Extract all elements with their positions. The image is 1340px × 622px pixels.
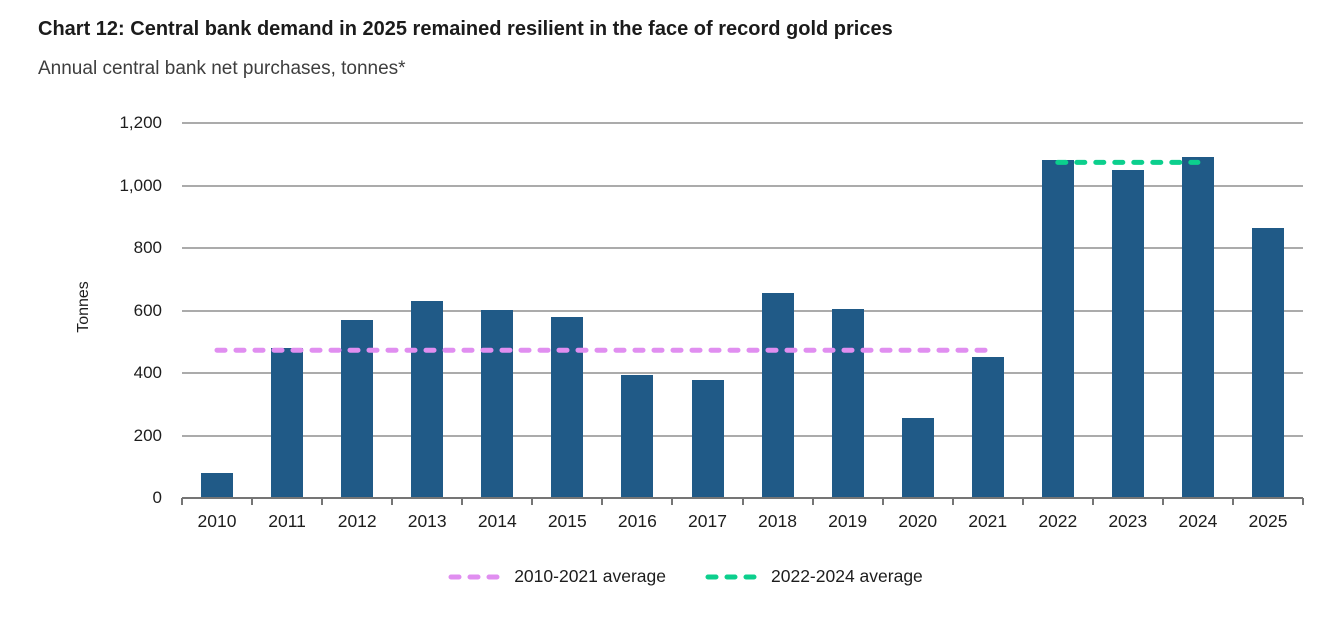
y-tick-label-1200: 1,200 [119, 113, 162, 132]
bar-2010 [201, 473, 233, 498]
plot-area [181, 122, 1304, 505]
x-tick-label-2015: 2015 [547, 511, 587, 531]
x-tick-label-2014: 2014 [477, 511, 517, 531]
x-axis-tick [1302, 498, 1304, 505]
legend: 2010-2021 average 2022-2024 average [15, 566, 1340, 587]
gridline-400 [182, 372, 1303, 374]
x-axis-tick [391, 498, 394, 505]
chart-title: Chart 12: Central bank demand in 2025 re… [38, 18, 893, 40]
y-tick-label-200: 200 [133, 425, 162, 445]
gridline-600 [182, 309, 1303, 312]
x-axis-tick [811, 498, 814, 505]
bar-2024 [1181, 157, 1214, 498]
chart-subtitle: Annual central bank net purchases, tonne… [38, 58, 406, 79]
x-axis-tick [671, 498, 674, 505]
x-axis-tick [881, 498, 884, 505]
x-axis-tick [461, 498, 464, 505]
x-tick-label-2013: 2013 [407, 511, 447, 531]
x-axis-tick [321, 498, 324, 505]
x-axis-tick [1231, 498, 1234, 505]
reference-lines [214, 159, 1201, 353]
gridline-800 [182, 247, 1303, 249]
x-axis-tick [531, 498, 534, 505]
dashed-line-swatch-purple-icon [448, 574, 505, 579]
x-axis-tick [951, 498, 954, 505]
x-axis-tick [251, 498, 254, 505]
gridline-1000 [182, 184, 1303, 187]
bar-2014 [481, 310, 514, 498]
y-tick-label-0: 0 [152, 488, 162, 507]
gridline-1200 [182, 122, 1303, 124]
bar-2019 [831, 308, 864, 498]
x-tick-label-2018: 2018 [758, 511, 797, 531]
bar-2023 [1111, 169, 1144, 498]
x-tick-label-2024: 2024 [1178, 511, 1218, 531]
x-tick-label-2011: 2011 [268, 511, 306, 531]
x-tick-label-2022: 2022 [1038, 511, 1078, 531]
gridline-200 [182, 434, 1303, 437]
legend-label: 2022-2024 average [771, 566, 923, 586]
bar-2025 [1252, 227, 1284, 498]
x-axis-tick [181, 498, 183, 505]
x-axis-tick [741, 498, 744, 505]
dashed-line-swatch-green-icon [705, 574, 762, 579]
y-tick-label-600: 600 [133, 300, 162, 320]
bar-2021 [971, 357, 1004, 498]
bar-2013 [411, 301, 444, 498]
x-tick-label-2023: 2023 [1108, 511, 1148, 531]
x-tick-label-2017: 2017 [688, 511, 727, 531]
x-tick-label-2019: 2019 [828, 511, 868, 531]
x-tick-label-2020: 2020 [898, 511, 938, 531]
x-axis-tick [1021, 498, 1024, 505]
y-tick-label-800: 800 [133, 238, 162, 257]
bar-2020 [901, 418, 934, 498]
bar-2022 [1041, 159, 1074, 498]
x-tick-label-2025: 2025 [1248, 511, 1288, 531]
x-tick-label-2016: 2016 [617, 511, 657, 531]
legend-item-2010-2021-average: 2010-2021 average [447, 566, 666, 587]
x-axis-tick [601, 498, 604, 505]
bar-2017 [691, 379, 724, 498]
bar-2018 [761, 293, 794, 498]
legend-label: 2010-2021 average [514, 566, 666, 586]
bar-2016 [621, 374, 654, 498]
x-axis-tick [1161, 498, 1164, 505]
y-tick-label-1000: 1,000 [119, 175, 162, 195]
x-axis-tick-labels: 2010 2011 2012 2013 2014 2015 2016 2017 2018 2019… [182, 511, 1303, 541]
x-tick-label-2012: 2012 [337, 511, 377, 531]
x-tick-label-2021: 2021 [968, 511, 1008, 531]
bar-2015 [551, 316, 584, 499]
bar-2011 [271, 347, 304, 498]
y-axis-tick-labels: 0 200 400 600 800 1,000 1,200 [0, 0, 162, 622]
legend-item-2022-2024-average: 2022-2024 average [704, 566, 923, 587]
x-tick-label-2010: 2010 [197, 511, 237, 531]
x-axis-tick [1091, 498, 1094, 505]
y-tick-label-400: 400 [133, 363, 162, 382]
